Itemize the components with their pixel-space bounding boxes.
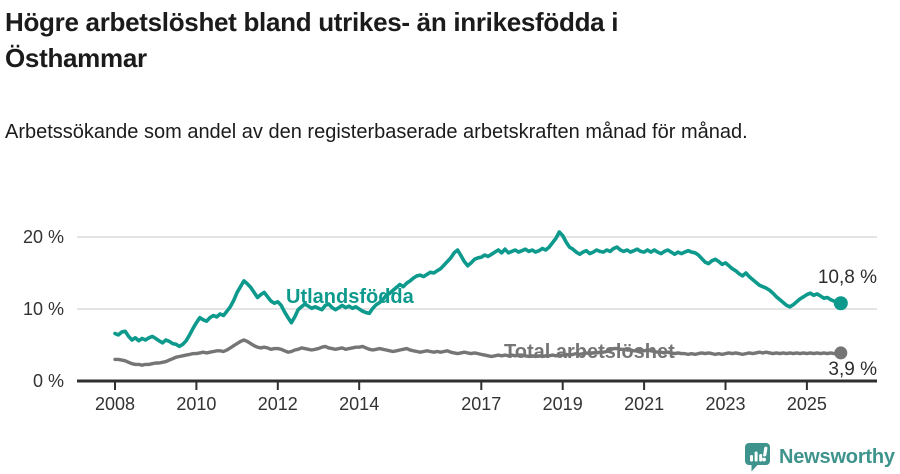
newsworthy-logo: Newsworthy — [744, 442, 895, 472]
end-value-label-utlandsfodda: 10,8 % — [817, 267, 877, 288]
newsworthy-logo-icon — [745, 443, 770, 472]
end-dot-utlandsfodda — [833, 296, 848, 311]
newsworthy-logo-text: Newsworthy — [779, 445, 895, 468]
y-axis-tick-label: 20 % — [22, 227, 64, 247]
x-axis-tick-label: 2023 — [705, 394, 746, 414]
x-axis-tick-label: 2021 — [624, 394, 665, 414]
end-value-label-total: 3,9 % — [828, 359, 877, 380]
series-label-utlandsfodda: Utlandsfödda — [286, 286, 414, 308]
end-dot-total — [834, 346, 848, 360]
x-axis-tick-label: 2019 — [542, 394, 583, 414]
series-line-total — [113, 338, 843, 367]
x-axis-tick-label: 2012 — [257, 394, 298, 414]
series-label-total-arbetsloshet: Total arbetslöshet — [504, 341, 675, 363]
y-axis-tick-label: 0 % — [32, 371, 64, 391]
series-line-utlandsfodda — [113, 230, 843, 349]
x-axis-tick-label: 2017 — [461, 394, 502, 414]
x-axis-tick-label: 2008 — [94, 394, 136, 414]
chart-title: Högre arbetslöshet bland utrikes- än inr… — [5, 7, 619, 73]
chart-subtitle: Arbetssökande som andel av den registerb… — [5, 121, 748, 143]
y-axis-tick-label: 10 % — [22, 299, 64, 319]
x-axis-tick-label: 2010 — [176, 394, 217, 414]
x-axis-tick-label: 2025 — [786, 394, 827, 414]
x-axis-tick-label: 2014 — [339, 394, 380, 414]
